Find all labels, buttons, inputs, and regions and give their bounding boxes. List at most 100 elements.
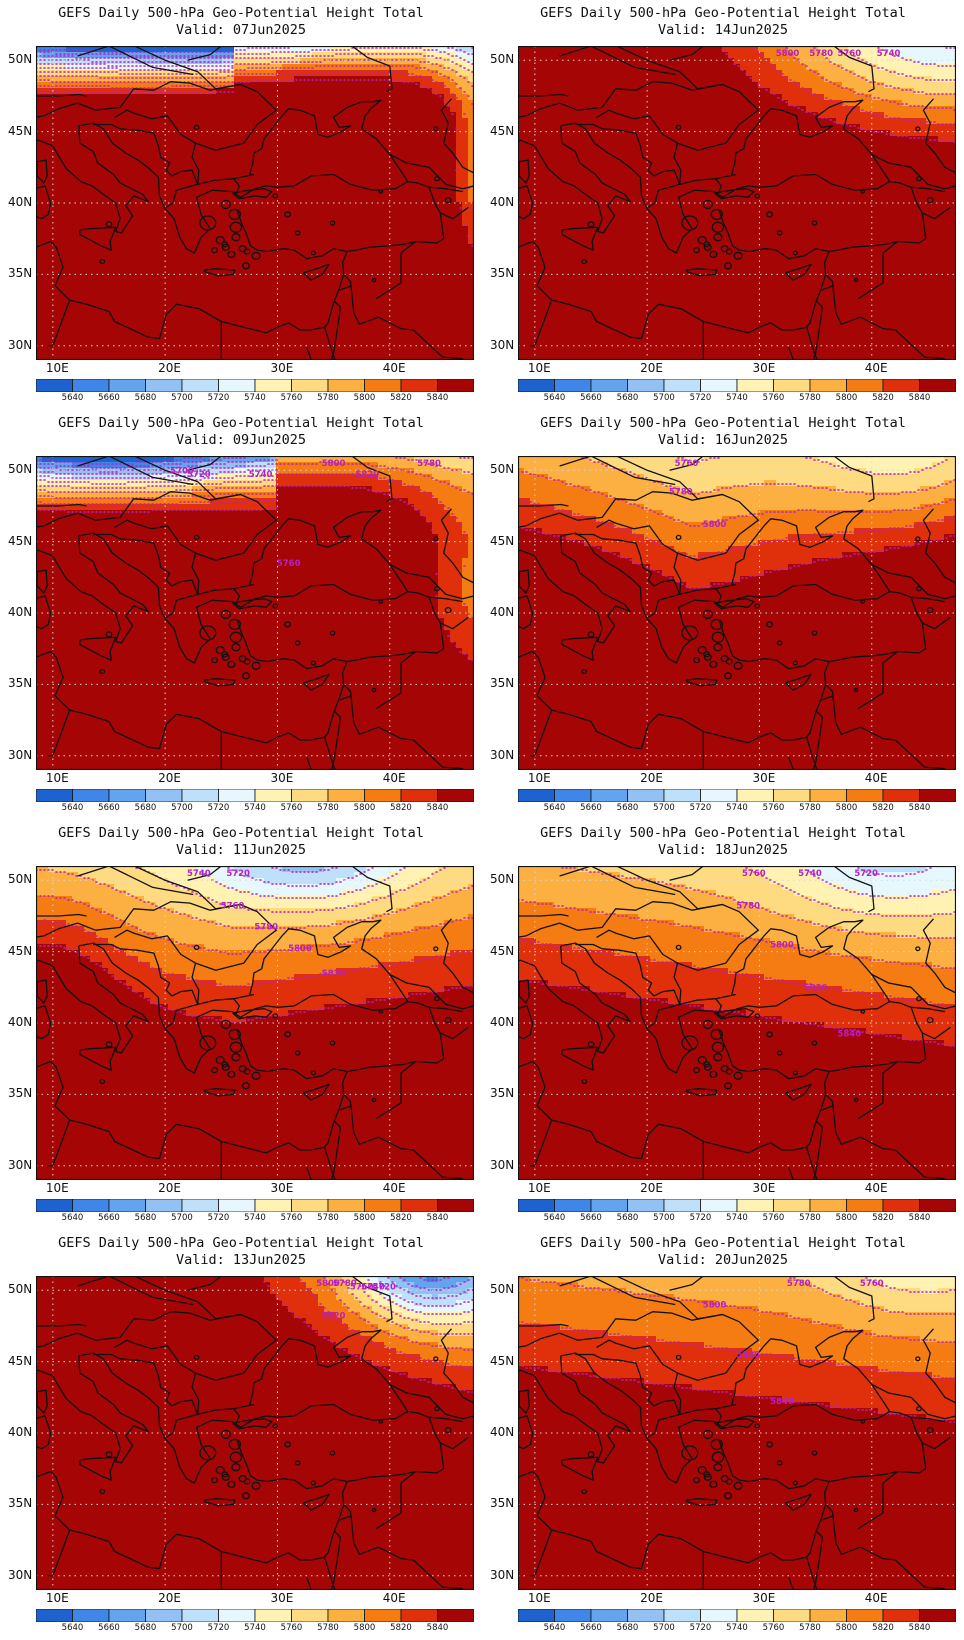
colorbar-label: 5640 <box>62 393 84 403</box>
contour-labels: 5720 5740 5760 5780 5800 5820 5840 <box>736 869 878 1040</box>
contour-labels: 5760 5780 5800 <box>669 459 726 530</box>
lat-label: 35N <box>490 1496 514 1510</box>
colorbar-swatch <box>809 1609 847 1622</box>
lat-label: 45N <box>8 124 32 138</box>
lat-label: 50N <box>490 462 514 476</box>
colorbar-swatch <box>663 789 701 802</box>
colorbar-label: 5820 <box>390 1623 412 1633</box>
height-field-map: 5720 5740 5760 5780 5800 5820 5840 <box>518 866 956 1180</box>
height-field-map: 5760 5780 5800 5740 <box>518 46 956 360</box>
lon-label: 40E <box>383 361 406 375</box>
colorbar-swatch <box>846 1609 884 1622</box>
colorbar-label: 5780 <box>317 1623 339 1633</box>
colorbar-label: 5680 <box>617 1213 639 1223</box>
lat-label: 40N <box>490 1015 514 1029</box>
lat-label: 50N <box>8 462 32 476</box>
lon-label: 40E <box>865 771 888 785</box>
colorbar-swatch <box>663 379 701 392</box>
colorbar-swatch <box>36 379 73 392</box>
colorbar-swatch <box>291 1609 329 1622</box>
colorbar-label: 5640 <box>62 1213 84 1223</box>
colorbar-swatch <box>882 789 920 802</box>
colorbar-swatch <box>700 379 738 392</box>
lon-label: 10E <box>46 1181 69 1195</box>
colorbar-swatch <box>145 789 183 802</box>
lat-label: 30N <box>8 1568 32 1582</box>
panel-title: GEFS Daily 500-hPa Geo-Potential Height … <box>482 1235 964 1251</box>
colorbar-swatch <box>181 1609 219 1622</box>
contour-label: 5720 <box>187 470 211 480</box>
colorbar-label: 5740 <box>726 1213 748 1223</box>
colorbar-swatch <box>518 789 555 802</box>
colorbar-swatch <box>663 1199 701 1212</box>
contour-label: 5820 <box>355 470 379 480</box>
colorbar-label: 5820 <box>390 803 412 813</box>
colorbar-swatch <box>218 1609 256 1622</box>
colorbar-label: 5680 <box>135 803 157 813</box>
lat-label: 35N <box>490 266 514 280</box>
contour-label: 5780 <box>736 901 760 911</box>
colorbar-label: 5780 <box>317 1213 339 1223</box>
colorbar-swatch <box>327 1609 365 1622</box>
colorbar-swatch <box>919 789 956 802</box>
colorbar-swatch <box>773 1609 811 1622</box>
colorbar-swatch <box>882 1199 920 1212</box>
colorbar-swatch <box>327 1199 365 1212</box>
colorbar-swatch <box>218 1199 256 1212</box>
lon-label: 10E <box>46 771 69 785</box>
colorbar-label: 5740 <box>244 1623 266 1633</box>
colorbar-label: 5780 <box>799 803 821 813</box>
lat-label: 30N <box>490 1568 514 1582</box>
colorbar-label: 5660 <box>98 393 120 403</box>
lat-label: 50N <box>490 1282 514 1296</box>
colorbar-label: 5640 <box>62 1623 84 1633</box>
lon-label: 10E <box>528 771 551 785</box>
colorbar-swatch <box>291 789 329 802</box>
lat-label: 30N <box>8 748 32 762</box>
colorbar-label: 5700 <box>171 1623 193 1633</box>
colorbar-swatch <box>108 1199 146 1212</box>
colorbar-swatch <box>627 379 665 392</box>
contour-label: 5740 <box>877 49 901 59</box>
colorbar-label: 5800 <box>836 1623 858 1633</box>
colorbar-swatch <box>663 1609 701 1622</box>
contour-label: 5760 <box>675 459 699 469</box>
colorbar-label: 5800 <box>836 393 858 403</box>
colorbar <box>518 789 956 802</box>
colorbar-label: 5800 <box>836 1213 858 1223</box>
colorbar-label: 5760 <box>763 1213 785 1223</box>
colorbar-label: 5640 <box>62 803 84 813</box>
lat-label: 45N <box>490 1354 514 1368</box>
colorbar-label: 5840 <box>427 1213 449 1223</box>
colorbar-label: 5780 <box>317 803 339 813</box>
contour-label: 5760 <box>837 49 861 59</box>
contour-label: 5780 <box>809 49 833 59</box>
colorbar-label: 5820 <box>390 1213 412 1223</box>
lon-label: 30E <box>270 1181 293 1195</box>
colorbar-label: 5780 <box>317 393 339 403</box>
lat-label: 30N <box>490 1158 514 1172</box>
colorbar-swatch <box>518 1609 555 1622</box>
coastlines-and-borders <box>518 866 956 1180</box>
colorbar-swatch <box>773 1199 811 1212</box>
lat-label: 35N <box>8 1496 32 1510</box>
map-panel-07jun: GEFS Daily 500-hPa Geo-Potential Height … <box>0 0 482 410</box>
valid-date: Valid: 11Jun2025 <box>0 842 482 858</box>
colorbar-label: 5640 <box>544 1623 566 1633</box>
colorbar-label: 5780 <box>799 1623 821 1633</box>
colorbar-label: 5640 <box>544 803 566 813</box>
valid-date: Valid: 07Jun2025 <box>0 22 482 38</box>
contour-label: 5840 <box>837 1030 861 1040</box>
lon-label: 30E <box>270 1591 293 1605</box>
lon-label: 40E <box>383 1181 406 1195</box>
colorbar-label: 5760 <box>281 1213 303 1223</box>
colorbar <box>36 1199 474 1212</box>
colorbar-swatch <box>919 1609 956 1622</box>
contour-label: 5820 <box>322 969 346 979</box>
valid-date: Valid: 13Jun2025 <box>0 1252 482 1268</box>
lat-label: 40N <box>490 195 514 209</box>
lon-label: 40E <box>865 1591 888 1605</box>
contour-labels: 5760 5780 5800 5740 <box>776 49 901 59</box>
colorbar-label: 5660 <box>580 1213 602 1223</box>
colorbar-swatch <box>437 1199 474 1212</box>
